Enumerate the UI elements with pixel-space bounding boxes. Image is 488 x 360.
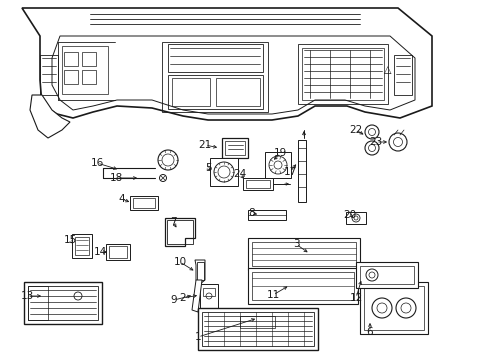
Bar	[168, 44, 263, 72]
Text: 4: 4	[119, 194, 125, 204]
Bar	[28, 286, 48, 320]
Bar	[82, 52, 96, 66]
Bar	[82, 70, 96, 84]
Circle shape	[159, 175, 166, 181]
Text: 11: 11	[266, 290, 279, 300]
Bar	[209, 158, 238, 186]
Text: 23: 23	[368, 137, 382, 147]
Bar	[302, 48, 383, 100]
Bar	[106, 244, 130, 260]
Bar	[297, 44, 387, 104]
Text: 8: 8	[248, 208, 255, 218]
Bar	[203, 288, 215, 296]
Text: 18: 18	[109, 173, 122, 183]
Polygon shape	[164, 218, 195, 246]
Text: 14: 14	[93, 247, 106, 257]
Bar	[251, 242, 355, 266]
Bar	[200, 284, 218, 310]
Circle shape	[388, 133, 406, 151]
Circle shape	[365, 269, 377, 281]
Bar	[72, 234, 92, 258]
Bar	[62, 46, 108, 94]
Polygon shape	[192, 280, 202, 312]
Bar	[297, 140, 305, 202]
Bar	[216, 78, 260, 106]
Bar	[247, 268, 357, 304]
Bar	[393, 55, 411, 95]
Bar	[224, 141, 244, 155]
Bar	[251, 272, 353, 300]
Text: 7: 7	[169, 217, 176, 227]
Bar	[64, 52, 78, 66]
Bar	[64, 70, 78, 84]
Circle shape	[364, 125, 378, 139]
Bar	[109, 246, 127, 258]
Text: 10: 10	[173, 257, 186, 267]
Bar	[247, 238, 359, 270]
Bar	[28, 286, 98, 320]
Polygon shape	[52, 36, 414, 114]
Text: 17: 17	[283, 167, 296, 177]
Bar	[222, 138, 247, 158]
Bar	[198, 308, 317, 350]
Circle shape	[351, 214, 359, 222]
Text: 9: 9	[170, 295, 177, 305]
Bar	[133, 198, 155, 208]
Polygon shape	[22, 8, 431, 120]
Bar	[130, 196, 158, 210]
Polygon shape	[30, 95, 70, 138]
Text: 21: 21	[198, 140, 211, 150]
Text: 22: 22	[348, 125, 362, 135]
Text: 24: 24	[233, 169, 246, 179]
Circle shape	[364, 141, 378, 155]
Text: 6: 6	[366, 327, 372, 337]
Text: 16: 16	[90, 158, 103, 168]
Text: 15: 15	[63, 235, 77, 245]
Bar	[202, 312, 313, 346]
Bar	[75, 237, 89, 255]
Text: △: △	[384, 65, 391, 75]
Circle shape	[395, 298, 415, 318]
Text: 3: 3	[292, 239, 299, 249]
Text: 1: 1	[194, 332, 201, 342]
Bar	[167, 220, 193, 244]
Bar	[355, 262, 417, 288]
Bar	[359, 282, 427, 334]
Bar	[243, 178, 272, 190]
Bar	[197, 262, 203, 280]
Bar	[346, 212, 365, 224]
Bar	[363, 286, 423, 330]
Text: 20: 20	[343, 210, 356, 220]
Bar	[264, 152, 290, 178]
Bar	[40, 55, 58, 95]
Text: 5: 5	[204, 163, 211, 173]
Circle shape	[371, 298, 391, 318]
Bar	[247, 210, 285, 220]
Text: 19: 19	[273, 148, 286, 158]
Text: 13: 13	[20, 291, 34, 301]
Bar	[245, 180, 269, 188]
Bar	[240, 316, 274, 328]
Bar	[359, 266, 413, 284]
Bar	[168, 75, 263, 109]
Bar	[24, 282, 102, 324]
Text: 12: 12	[348, 293, 362, 303]
Polygon shape	[195, 260, 204, 284]
Bar	[172, 78, 209, 106]
Text: 2: 2	[179, 293, 186, 303]
